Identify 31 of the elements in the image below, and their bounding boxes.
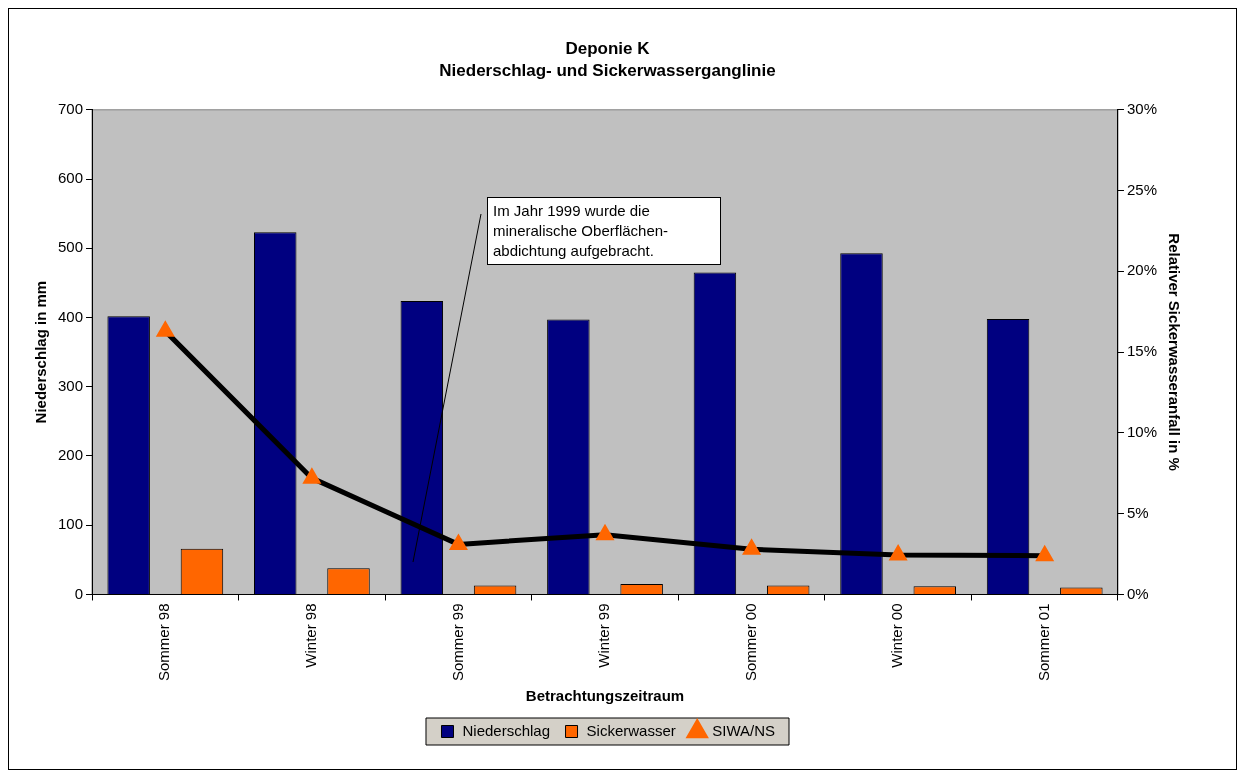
y-tick-label: 200 [58, 446, 84, 464]
callout-box: Im Jahr 1999 wurde die mineralische Oberflächen-abdichtung aufgebracht. [487, 197, 721, 265]
y2-tick-label: 5% [1126, 503, 1149, 521]
y2-tick-label: 30% [1126, 99, 1158, 117]
y2-tick-label: 20% [1126, 261, 1158, 279]
y2-tick-label: 15% [1126, 342, 1158, 360]
x-tick-label: Winter 98 [302, 603, 320, 668]
y-tick-label: 300 [58, 376, 84, 394]
chart-title: Deponie K [565, 38, 651, 58]
y2-tick-label: 25% [1126, 180, 1158, 198]
y-tick-label: 400 [58, 307, 84, 325]
x-tick-label: Sommer 99 [448, 603, 466, 681]
y-tick-label: 100 [58, 515, 84, 533]
y2-axis-title: Relativer Sickerwasseranfall in % [1165, 233, 1183, 471]
y2-tick-label: 10% [1126, 423, 1158, 441]
chart-subtitle: Niederschlag- und Sickerwasserganglinie [439, 61, 776, 81]
legend-label: Niederschlag [462, 721, 551, 739]
x-tick-label: Sommer 01 [1034, 603, 1052, 681]
x-tick-label: Winter 99 [595, 603, 613, 668]
x-tick-label: Sommer 98 [155, 603, 173, 681]
y-axis-title: Niederschlag in mm [32, 280, 50, 424]
y-tick-label: 0 [74, 584, 84, 602]
y2-tick-label: 0% [1126, 584, 1149, 602]
legend-label: SIWA/NS [712, 721, 776, 739]
legend-label: Sickerwasser [586, 721, 676, 739]
x-axis-title: Betrachtungszeitraum [525, 687, 685, 705]
x-tick-label: Winter 00 [888, 603, 906, 668]
y-tick-label: 700 [58, 99, 84, 117]
y-tick-label: 500 [58, 238, 84, 256]
x-tick-label: Sommer 00 [741, 603, 759, 681]
y-tick-label: 600 [58, 169, 84, 187]
